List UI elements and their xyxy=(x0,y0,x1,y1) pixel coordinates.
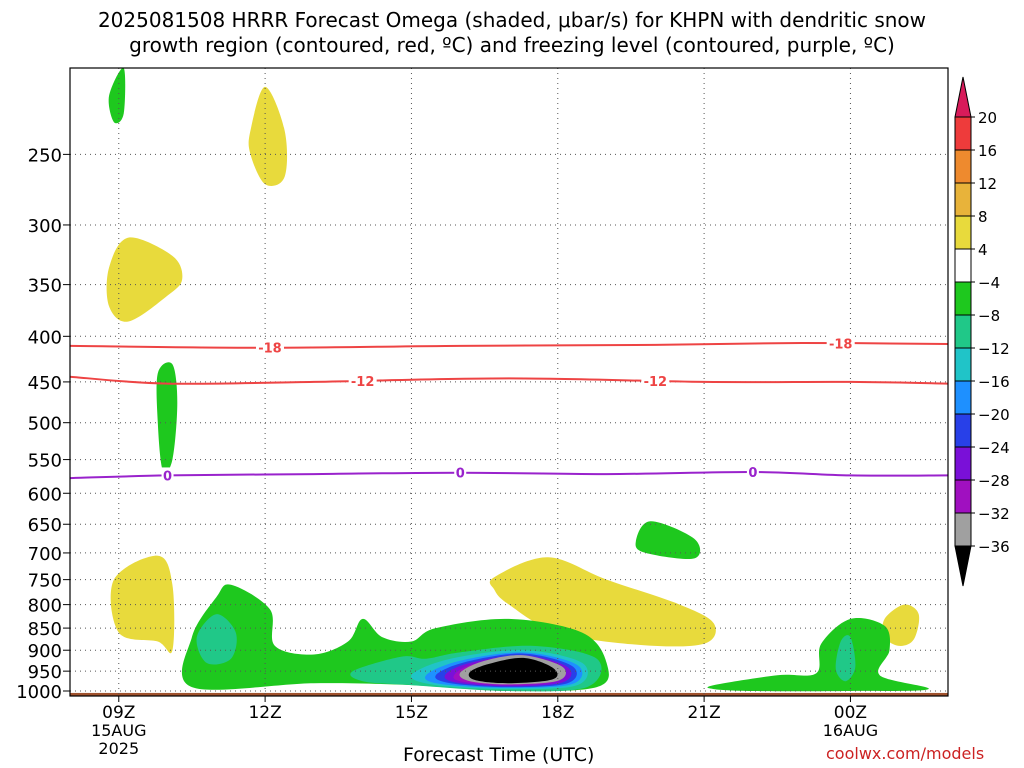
colorbar-label-12: −32 xyxy=(978,505,1010,523)
colorbar-label-13: −36 xyxy=(978,538,1010,556)
colorbar-swatch-3 xyxy=(954,215,972,250)
contour-label-2-0: 0 xyxy=(163,469,172,484)
colorbar-swatch-8 xyxy=(954,380,972,415)
y-tick-label-300: 300 xyxy=(28,216,62,237)
credit-link[interactable]: coolwx.com/models xyxy=(826,744,985,763)
omega-region-1 xyxy=(106,237,183,322)
y-tick-label-250: 250 xyxy=(28,145,62,166)
y-tick-label-650: 650 xyxy=(28,515,62,536)
contour-label-1-1: -12 xyxy=(644,375,668,390)
colorbar-label-7: −12 xyxy=(978,340,1010,358)
y-tick-label-350: 350 xyxy=(28,276,62,297)
contour-line-0 xyxy=(69,341,949,349)
y-tick-label-700: 700 xyxy=(28,544,62,565)
colorbar-swatch-0 xyxy=(954,116,972,151)
contour-label-bg xyxy=(255,339,284,356)
colorbar-top-arrow xyxy=(954,76,972,118)
x-axis-label: Forecast Time (UTC) xyxy=(403,744,595,766)
colorbar-swatch-5 xyxy=(954,281,972,316)
x-tick-label-00Z: 00Z xyxy=(834,703,867,723)
contour-line-2 xyxy=(69,470,949,480)
contour-label-bg xyxy=(641,373,670,390)
contour-label-bg xyxy=(826,335,855,352)
terrain-band xyxy=(70,692,948,696)
y-tick-label-500: 500 xyxy=(28,414,62,435)
colorbar: 20 16 12 8 4 −4 −8 −12 −16 −20 −24 −28 −32 −36 xyxy=(954,76,1010,587)
omega-region-6 xyxy=(156,362,178,473)
omega-region-9 xyxy=(707,617,929,692)
x-tick-label-15Z: 15Z xyxy=(395,703,428,723)
colorbar-swatch-10 xyxy=(954,446,972,481)
omega-shading xyxy=(106,67,929,692)
x-tick-sublabel-09Z-0: 15AUG xyxy=(91,721,146,740)
colorbar-label-5: −4 xyxy=(978,274,1000,292)
x-tick-label-18Z: 18Z xyxy=(541,703,574,723)
colorbar-label-2: 12 xyxy=(978,175,997,193)
contour-label-bg xyxy=(161,467,174,484)
colorbar-label-3: 8 xyxy=(978,208,988,226)
contour-label-bg xyxy=(746,464,759,481)
y-tick-label-900: 900 xyxy=(28,641,62,662)
x-tick-label-12Z: 12Z xyxy=(248,703,281,723)
contour-label-0-0: -18 xyxy=(258,342,282,357)
colorbar-label-8: −16 xyxy=(978,373,1010,391)
contour-line-1 xyxy=(69,375,949,385)
omega-region-4 xyxy=(882,604,920,646)
colorbar-label-6: −8 xyxy=(978,307,1000,325)
colorbar-swatch-1 xyxy=(954,149,972,184)
contour-label-0-1: -18 xyxy=(829,337,853,352)
colorbar-label-1: 16 xyxy=(978,142,997,160)
y-tick-label-1000: 1000 xyxy=(16,682,62,703)
y-tick-label-950: 950 xyxy=(28,662,62,683)
colorbar-label-4: 4 xyxy=(978,241,988,259)
colorbar-swatch-12 xyxy=(954,512,972,547)
contour-lines: -18 -18 -12 -12 0 0 0 xyxy=(69,335,949,484)
omega-region-5 xyxy=(108,67,126,124)
x-tick-sublabel-00Z-0: 16AUG xyxy=(823,721,878,740)
colorbar-swatch-9 xyxy=(954,413,972,448)
title-line-2: growth region (contoured, red, ºC) and f… xyxy=(129,33,895,57)
y-axis: 2503003504004505005506006507007508008509… xyxy=(16,145,70,703)
y-tick-label-400: 400 xyxy=(28,327,62,348)
omega-region-10 xyxy=(196,614,237,665)
x-tick-label-21Z: 21Z xyxy=(687,703,720,723)
omega-region-19 xyxy=(468,657,558,684)
colorbar-label-10: −24 xyxy=(978,439,1010,457)
colorbar-swatch-4 xyxy=(954,248,972,283)
colorbar-bottom-arrow xyxy=(954,545,972,587)
contour-label-1-0: -12 xyxy=(351,375,375,390)
colorbar-label-9: −20 xyxy=(978,406,1010,424)
contour-label-2-2: 0 xyxy=(748,466,757,481)
y-tick-label-550: 550 xyxy=(28,451,62,472)
colorbar-swatch-2 xyxy=(954,182,972,217)
contour-label-bg xyxy=(454,464,467,481)
y-tick-label-600: 600 xyxy=(28,484,62,505)
omega-region-0 xyxy=(110,555,175,654)
colorbar-label-0: 20 xyxy=(978,109,997,127)
y-tick-label-450: 450 xyxy=(28,373,62,394)
x-tick-sublabel-09Z-1: 2025 xyxy=(98,739,139,758)
chart-title: 2025081508 HRRR Forecast Omega (shaded, … xyxy=(0,8,1024,58)
colorbar-swatch-6 xyxy=(954,314,972,349)
omega-region-2 xyxy=(248,86,288,186)
omega-region-12 xyxy=(835,635,856,682)
y-tick-label-800: 800 xyxy=(28,596,62,617)
omega-region-7 xyxy=(635,521,701,560)
x-tick-label-09Z: 09Z xyxy=(102,703,135,723)
title-line-1: 2025081508 HRRR Forecast Omega (shaded, … xyxy=(97,8,927,32)
colorbar-swatch-7 xyxy=(954,347,972,382)
contour-label-bg xyxy=(348,373,377,390)
y-tick-label-750: 750 xyxy=(28,571,62,592)
colorbar-label-11: −28 xyxy=(978,472,1010,490)
y-tick-label-850: 850 xyxy=(28,619,62,640)
colorbar-swatch-11 xyxy=(954,479,972,514)
contour-label-2-1: 0 xyxy=(456,467,465,482)
